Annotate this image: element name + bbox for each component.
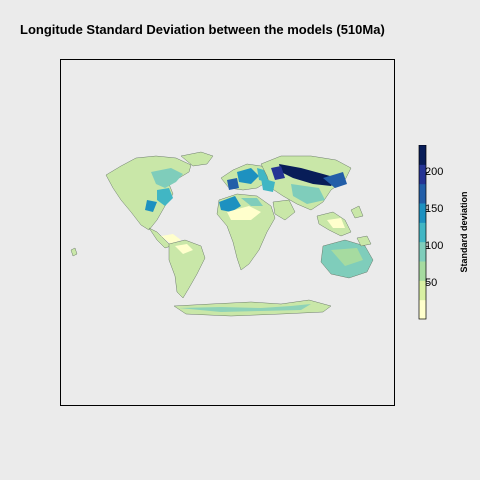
region-asia-navy	[271, 166, 285, 180]
map-title: Longitude Standard Deviation between the…	[20, 22, 385, 37]
legend-title: Standard deviation	[459, 191, 469, 273]
color-legend	[416, 145, 480, 325]
landmass-north-america	[105, 155, 192, 231]
legend-color-step	[419, 203, 426, 223]
region-na-teal	[151, 168, 183, 188]
landmass-greenland	[180, 151, 214, 167]
legend-tick-label: 50	[425, 276, 438, 289]
landmass-antarctica-band	[179, 304, 311, 312]
landmass-south-america	[168, 239, 206, 299]
region-na-blue2	[145, 200, 157, 212]
legend-color-step	[419, 164, 426, 185]
region-na-blue	[157, 188, 173, 206]
region-ca-yellow	[161, 234, 181, 244]
legend-tick-label: 100	[425, 239, 444, 252]
region-asia-teal	[291, 184, 325, 204]
region-af-yellow	[227, 206, 261, 220]
region-af-blue	[219, 196, 241, 212]
region-asia-blue	[323, 172, 347, 188]
landmass-islands-3	[70, 247, 78, 257]
legend-color-step	[419, 299, 426, 320]
region-asia-blue2	[261, 178, 275, 192]
legend-color-step	[419, 241, 426, 262]
region-aus-green	[331, 248, 363, 266]
legend-color-step	[419, 183, 426, 204]
region-sa-yellow	[175, 244, 193, 254]
legend-color-step	[419, 261, 426, 281]
legend-tick-label: 200	[425, 165, 444, 178]
landmass-islands	[356, 235, 372, 247]
legend-tick-label: 150	[425, 202, 444, 215]
region-asia-darkest	[279, 164, 337, 186]
region-af-teal	[241, 198, 263, 206]
world-map	[70, 151, 374, 317]
region-sea-yellow	[327, 218, 345, 228]
legend-color-step	[419, 222, 426, 243]
region-eu-darkblue	[227, 178, 239, 190]
region-eu-blue	[237, 168, 259, 184]
landmass-islands-2	[350, 205, 364, 219]
legend-color-step	[419, 145, 426, 165]
legend-colorbar	[418, 145, 429, 320]
landmass-arabia	[272, 199, 296, 221]
legend-border	[418, 145, 427, 320]
map-panel	[60, 59, 395, 406]
legend-color-step	[419, 280, 426, 301]
